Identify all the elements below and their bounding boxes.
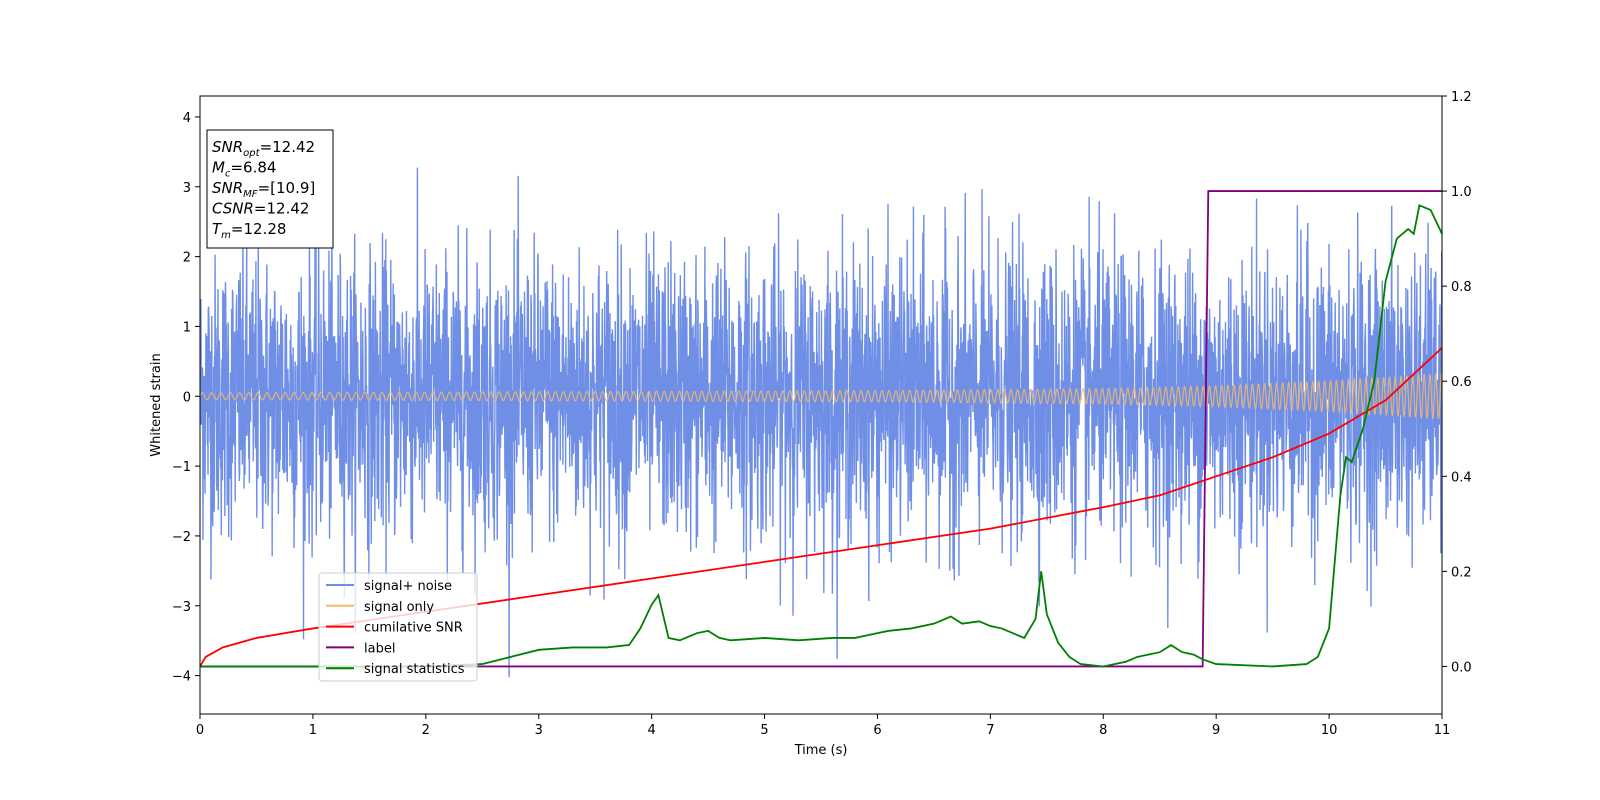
legend-label: signal only [364, 600, 434, 615]
legend-frame [318, 572, 478, 682]
x-tick-label: 6 [873, 723, 881, 738]
x-tick-label: 2 [422, 723, 430, 738]
y-tick-label: −3 [172, 600, 191, 615]
legend-label: signal statistics [364, 662, 465, 677]
series-signal-statistics [200, 204, 1442, 668]
x-tick-label: 7 [986, 723, 994, 738]
series-signal-only [200, 372, 1442, 421]
x-tick-label: 11 [1434, 723, 1451, 738]
legend-items: signal+ noise signal only cumilative SNR la… [326, 579, 465, 677]
series-layer [200, 167, 1442, 678]
y-tick-label: −2 [172, 530, 191, 545]
x-tick-label: 5 [760, 723, 768, 738]
y2-tick-label: 0.2 [1451, 565, 1472, 580]
x-tick-label: 3 [535, 723, 543, 738]
plot-frame [199, 95, 1443, 715]
y-tick-label: 0 [183, 390, 191, 405]
legend: signal+ noise signal only cumilative SNR la… [318, 572, 478, 682]
y2-tick-label: 1.0 [1451, 185, 1472, 200]
y2-tick-label: 0.0 [1451, 660, 1472, 675]
stats-line: SNRopt=12.42 [212, 138, 315, 159]
y-tick-label: −4 [172, 670, 191, 685]
series-label [200, 190, 1442, 668]
stats-line: Mc=6.84 [212, 159, 276, 180]
x-tick-label: 4 [647, 723, 655, 738]
y2-tick-label: 0.4 [1451, 470, 1472, 485]
x-tick-label: 1 [309, 723, 317, 738]
y-tick-label: 2 [183, 251, 191, 266]
y2-tick-label: 0.6 [1451, 375, 1472, 390]
x-tick-label: 9 [1212, 723, 1220, 738]
stats-box-frame [206, 129, 334, 249]
y2-axis-ticks: 0.0 0.2 0.4 0.6 0.8 1.0 1.2 [1442, 90, 1472, 675]
y2-tick-label: 1.2 [1451, 90, 1472, 105]
legend-label: label [364, 641, 395, 656]
stats-line: SNRMF=[10.9] [212, 179, 315, 200]
stats-lines: SNRopt=12.42Mc=6.84SNRMF=[10.9]CSNR=12.4… [212, 138, 315, 241]
y-tick-label: −1 [172, 460, 191, 475]
x-tick-label: 10 [1321, 723, 1338, 738]
y-axis-ticks: −4 −3 −2 −1 0 1 2 3 4 [172, 111, 200, 685]
series-signal-noise [200, 167, 1442, 678]
legend-label: signal+ noise [364, 579, 452, 594]
series-cumulative-snr [200, 347, 1442, 667]
stats-box: SNRopt=12.42Mc=6.84SNRMF=[10.9]CSNR=12.4… [206, 129, 334, 249]
y-tick-label: 1 [183, 320, 191, 335]
x-tick-label: 8 [1099, 723, 1107, 738]
x-tick-label: 0 [196, 723, 204, 738]
y-axis-label: Whitened strain [149, 353, 164, 456]
y-tick-label: 3 [183, 181, 191, 196]
legend-label: cumilative SNR [364, 621, 463, 636]
stats-line: Tm=12.28 [212, 220, 286, 241]
y2-tick-label: 0.8 [1451, 280, 1472, 295]
x-axis-ticks: 0 1 2 3 4 5 6 7 8 9 10 11 [196, 714, 1450, 738]
y-tick-label: 4 [183, 111, 191, 126]
stats-line: CSNR=12.42 [212, 200, 309, 218]
x-axis-label: Time (s) [794, 743, 848, 758]
